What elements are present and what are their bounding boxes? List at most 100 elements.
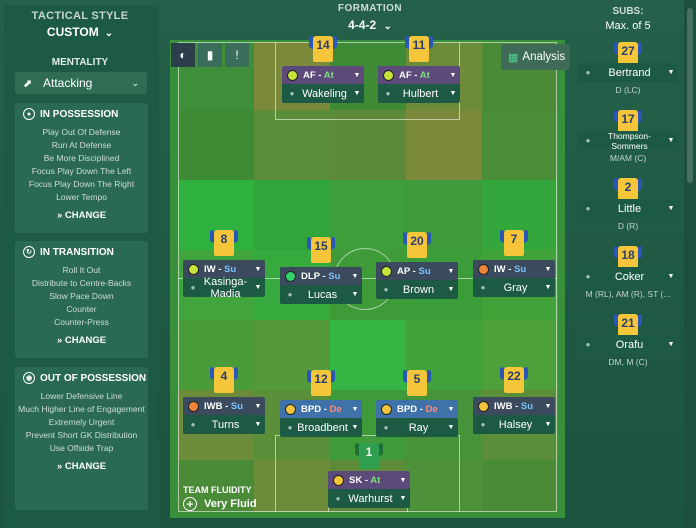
role-selector[interactable]: IWB - Su ▼ bbox=[183, 397, 265, 415]
role-selector[interactable]: IWB - Su ▼ bbox=[473, 397, 555, 415]
role-suitability-icon bbox=[188, 263, 199, 275]
player-name-selector[interactable]: ● Brown ▼ bbox=[376, 280, 458, 299]
chevron-down-icon: ▼ bbox=[447, 405, 455, 413]
player-name-selector[interactable]: ● Kasinga-Madia ▼ bbox=[183, 275, 265, 300]
shirt-icon: 27 bbox=[614, 40, 642, 68]
player-name: Broadbent bbox=[297, 421, 348, 434]
half-circle-icon: ◐ bbox=[179, 48, 187, 62]
player-card[interactable]: IW - Su ▼ ● Kasinga-Madia ▼ bbox=[183, 260, 265, 300]
shirt-number: 12 bbox=[314, 372, 328, 386]
chevron-down-icon: ▼ bbox=[254, 265, 262, 273]
instruction-item: Lower Tempo bbox=[56, 192, 107, 202]
role-selector[interactable]: SK - At ▼ bbox=[328, 471, 410, 489]
player-name-selector[interactable]: ● Gray ▼ bbox=[473, 278, 555, 297]
shirt-icon: 8 bbox=[210, 228, 238, 256]
warning-button[interactable]: ! bbox=[225, 43, 249, 67]
instruction-item: Extremely Urgent bbox=[48, 417, 115, 427]
instruction-item: Run At Defense bbox=[51, 140, 112, 150]
scrollbar-thumb[interactable] bbox=[687, 8, 693, 183]
player-card[interactable]: DLP - Su ▼ ● Lucas ▼ bbox=[280, 267, 362, 304]
sub-player-selector[interactable]: ● Bertrand ▼ bbox=[578, 63, 678, 82]
player-card[interactable]: AP - Su ▼ ● Brown ▼ bbox=[376, 262, 458, 299]
formation-title: FORMATION bbox=[337, 3, 403, 14]
pitch-zone bbox=[482, 110, 558, 180]
sub-player-selector[interactable]: ● Orafu ▼ bbox=[578, 335, 678, 354]
role-selector[interactable]: AF - At ▼ bbox=[378, 66, 460, 84]
scrollbar[interactable] bbox=[684, 0, 696, 528]
double-chevron-icon: » bbox=[56, 461, 63, 472]
role-label: AF - At bbox=[303, 69, 334, 81]
player-card[interactable]: AF - At ▼ ● Hulbert ▼ bbox=[378, 66, 460, 103]
instruction-item: Roll It Out bbox=[62, 265, 101, 275]
shirt-number: 5 bbox=[413, 372, 421, 386]
in-possession-panel: ● IN POSSESSION Play Out Of Defense Run A… bbox=[15, 103, 148, 233]
player-card[interactable]: IW - Su ▼ ● Gray ▼ bbox=[473, 260, 555, 297]
role-selector[interactable]: AP - Su ▼ bbox=[376, 262, 458, 280]
person-icon: ● bbox=[585, 136, 591, 145]
player-name-selector[interactable]: ● Broadbent ▼ bbox=[280, 418, 362, 437]
in-transition-change-button[interactable]: » CHANGE bbox=[15, 335, 148, 346]
player-name-selector[interactable]: ● Ray ▼ bbox=[376, 418, 458, 437]
sub-player-name: Little bbox=[617, 202, 642, 215]
role-selector[interactable]: DLP - Su ▼ bbox=[280, 267, 362, 285]
role-selector[interactable]: BPD - De ▼ bbox=[376, 400, 458, 418]
chevron-down-icon: ▼ bbox=[399, 495, 407, 502]
chevron-down-icon: ▼ bbox=[667, 137, 675, 144]
shirt-icon: 15 bbox=[307, 235, 335, 263]
sub-player-position: D (R) bbox=[617, 221, 639, 231]
sub-player-selector[interactable]: ● Coker ▼ bbox=[578, 267, 678, 286]
role-suitability-icon bbox=[333, 474, 344, 486]
person-icon: ● bbox=[480, 420, 486, 429]
instruction-item: Counter bbox=[66, 304, 97, 314]
instruction-item: Focus Play Down The Left bbox=[31, 166, 132, 176]
player-card[interactable]: BPD - De ▼ ● Ray ▼ bbox=[376, 400, 458, 437]
person-icon: ● bbox=[585, 340, 591, 349]
out-of-possession-change-button[interactable]: » CHANGE bbox=[15, 461, 148, 472]
role-selector[interactable]: IW - Su ▼ bbox=[473, 260, 555, 278]
player-name-selector[interactable]: ● Hulbert ▼ bbox=[378, 84, 460, 103]
shirt-icon: 21 bbox=[614, 312, 642, 340]
player-name-selector[interactable]: ● Halsey ▼ bbox=[473, 415, 555, 434]
analysis-button[interactable]: ▦ Analysis bbox=[501, 44, 570, 70]
role-selector[interactable]: AF - At ▼ bbox=[282, 66, 364, 84]
sub-player-selector[interactable]: ● Thompson-Sommers ▼ bbox=[578, 131, 678, 151]
chart-button[interactable]: ▮ bbox=[198, 43, 222, 67]
player-card[interactable]: BPD - De ▼ ● Broadbent ▼ bbox=[280, 400, 362, 437]
chevron-down-icon: ▼ bbox=[351, 424, 359, 431]
shirt-icon: 7 bbox=[500, 228, 528, 256]
subs-max: Max. of 5 bbox=[605, 20, 651, 32]
instruction-item: Much Higher Line of Engagement bbox=[18, 404, 145, 414]
player-card[interactable]: AF - At ▼ ● Wakeling ▼ bbox=[282, 66, 364, 103]
player-name-selector[interactable]: ● Warhurst ▼ bbox=[328, 489, 410, 508]
player-card[interactable]: IWB - Su ▼ ● Turns ▼ bbox=[183, 397, 265, 434]
in-possession-change-button[interactable]: » CHANGE bbox=[15, 210, 148, 221]
role-label: IWB - Su bbox=[204, 400, 244, 412]
change-label: CHANGE bbox=[64, 335, 107, 346]
chevron-down-icon: ⌄ bbox=[104, 28, 114, 39]
player-name-selector[interactable]: ● Wakeling ▼ bbox=[282, 84, 364, 103]
role-selector[interactable]: BPD - De ▼ bbox=[280, 400, 362, 418]
role-suitability-icon bbox=[285, 270, 296, 282]
out-of-possession-title: OUT OF POSSESSION bbox=[40, 372, 147, 384]
role-label: IWB - Su bbox=[494, 400, 534, 412]
shirt-number: 2 bbox=[624, 180, 632, 194]
formation-dropdown[interactable]: 4-4-2 ⌄ bbox=[295, 18, 445, 32]
fluidity-icon: ✛ bbox=[183, 497, 197, 511]
pitch-zone bbox=[254, 460, 330, 512]
person-icon: ● bbox=[585, 204, 591, 213]
tactical-style-dropdown[interactable]: CUSTOM ⌄ bbox=[0, 25, 160, 39]
theme-toggle-button[interactable]: ◐ bbox=[171, 43, 195, 67]
player-name-selector[interactable]: ● Turns ▼ bbox=[183, 415, 265, 434]
player-name: Kasinga-Madia bbox=[203, 275, 248, 300]
bar-chart-icon: ▮ bbox=[206, 48, 214, 62]
player-card[interactable]: SK - At ▼ ● Warhurst ▼ bbox=[328, 471, 410, 508]
player-card[interactable]: IWB - Su ▼ ● Halsey ▼ bbox=[473, 397, 555, 434]
mentality-dropdown[interactable]: ⬈ Attacking ⌄ bbox=[15, 72, 147, 94]
player-name-selector[interactable]: ● Lucas ▼ bbox=[280, 285, 362, 304]
shirt-icon: 11 bbox=[405, 34, 433, 62]
player-name: Wakeling bbox=[302, 87, 347, 100]
role-selector[interactable]: IW - Su ▼ bbox=[183, 260, 265, 278]
sub-player-selector[interactable]: ● Little ▼ bbox=[578, 199, 678, 218]
penalty-box-bottom bbox=[275, 435, 460, 512]
role-label: BPD - De bbox=[301, 403, 342, 415]
